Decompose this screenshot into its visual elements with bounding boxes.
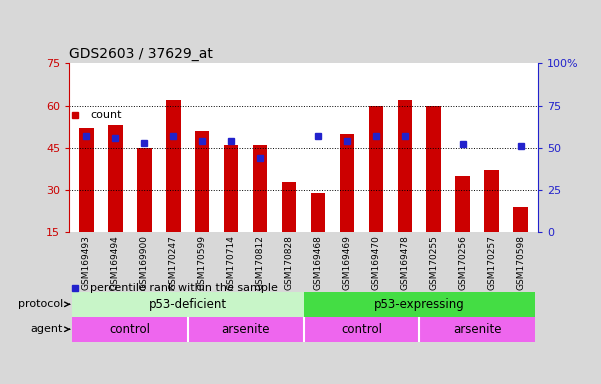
- Text: GSM170255: GSM170255: [429, 235, 438, 290]
- Bar: [397, 100, 412, 232]
- Bar: [224, 145, 239, 232]
- Text: GSM170812: GSM170812: [255, 235, 264, 290]
- Text: agent: agent: [31, 324, 63, 334]
- Text: p53-expressing: p53-expressing: [374, 298, 465, 311]
- Bar: [72, 317, 188, 342]
- Text: GSM169469: GSM169469: [343, 235, 352, 290]
- Text: count: count: [90, 110, 121, 120]
- Bar: [368, 106, 383, 232]
- Text: GSM169468: GSM169468: [314, 235, 323, 290]
- Text: control: control: [341, 323, 382, 336]
- Text: p53-deficient: p53-deficient: [148, 298, 227, 311]
- Text: arsenite: arsenite: [221, 323, 270, 336]
- Bar: [456, 176, 470, 232]
- Bar: [195, 131, 210, 232]
- Text: control: control: [109, 323, 150, 336]
- Text: GSM170257: GSM170257: [487, 235, 496, 290]
- Bar: [427, 106, 441, 232]
- Text: GSM170247: GSM170247: [169, 235, 178, 290]
- Bar: [166, 100, 180, 232]
- Text: arsenite: arsenite: [453, 323, 501, 336]
- Bar: [79, 128, 94, 232]
- Bar: [484, 170, 499, 232]
- Text: GSM170599: GSM170599: [198, 235, 207, 290]
- Bar: [188, 317, 304, 342]
- Bar: [72, 292, 304, 317]
- Bar: [304, 292, 535, 317]
- Bar: [419, 317, 535, 342]
- Bar: [340, 134, 354, 232]
- Text: GSM170598: GSM170598: [516, 235, 525, 290]
- Text: percentile rank within the sample: percentile rank within the sample: [90, 283, 278, 293]
- Text: GSM169494: GSM169494: [111, 235, 120, 290]
- Text: GSM169493: GSM169493: [82, 235, 91, 290]
- Text: GSM170714: GSM170714: [227, 235, 236, 290]
- Bar: [253, 145, 267, 232]
- Text: protocol: protocol: [18, 299, 63, 310]
- Text: GSM169470: GSM169470: [371, 235, 380, 290]
- Text: GSM169478: GSM169478: [400, 235, 409, 290]
- Bar: [304, 317, 419, 342]
- Bar: [137, 148, 151, 232]
- Bar: [513, 207, 528, 232]
- Bar: [108, 125, 123, 232]
- Bar: [311, 193, 325, 232]
- Text: GSM169900: GSM169900: [140, 235, 149, 290]
- Bar: [282, 182, 296, 232]
- Text: GDS2603 / 37629_at: GDS2603 / 37629_at: [69, 47, 213, 61]
- Text: GSM170828: GSM170828: [284, 235, 293, 290]
- Text: GSM170256: GSM170256: [458, 235, 467, 290]
